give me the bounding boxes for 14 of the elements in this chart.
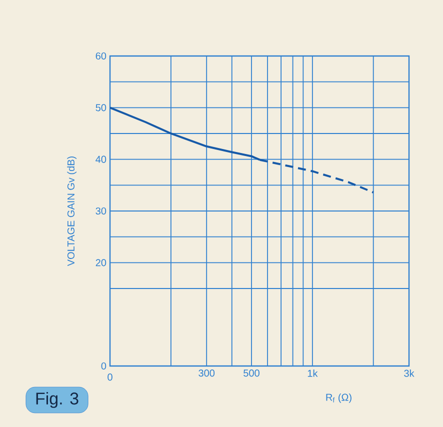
y-tick-label: 30 bbox=[96, 207, 106, 215]
text: 0 bbox=[108, 374, 112, 381]
x-tick-label: 300 bbox=[198, 370, 215, 377]
y-tick-label: 0 bbox=[101, 362, 106, 370]
y-tick-label: 20 bbox=[96, 259, 106, 266]
caption: Fig. 3 bbox=[36, 392, 78, 408]
x-axis-title: R$_{f}$ (Ω) bbox=[326, 394, 352, 403]
x-tick-label: 3k bbox=[404, 370, 414, 377]
y-tick-label: 60 bbox=[96, 52, 106, 60]
x-tick-label: 1k bbox=[308, 370, 318, 377]
y-tick-label: 40 bbox=[96, 156, 106, 163]
x-tick-label: 500 bbox=[244, 370, 260, 377]
y-axis-title: VOLTAGE GAIN Gv (dB) bbox=[67, 156, 76, 266]
y-tick-label: 50 bbox=[96, 104, 106, 112]
